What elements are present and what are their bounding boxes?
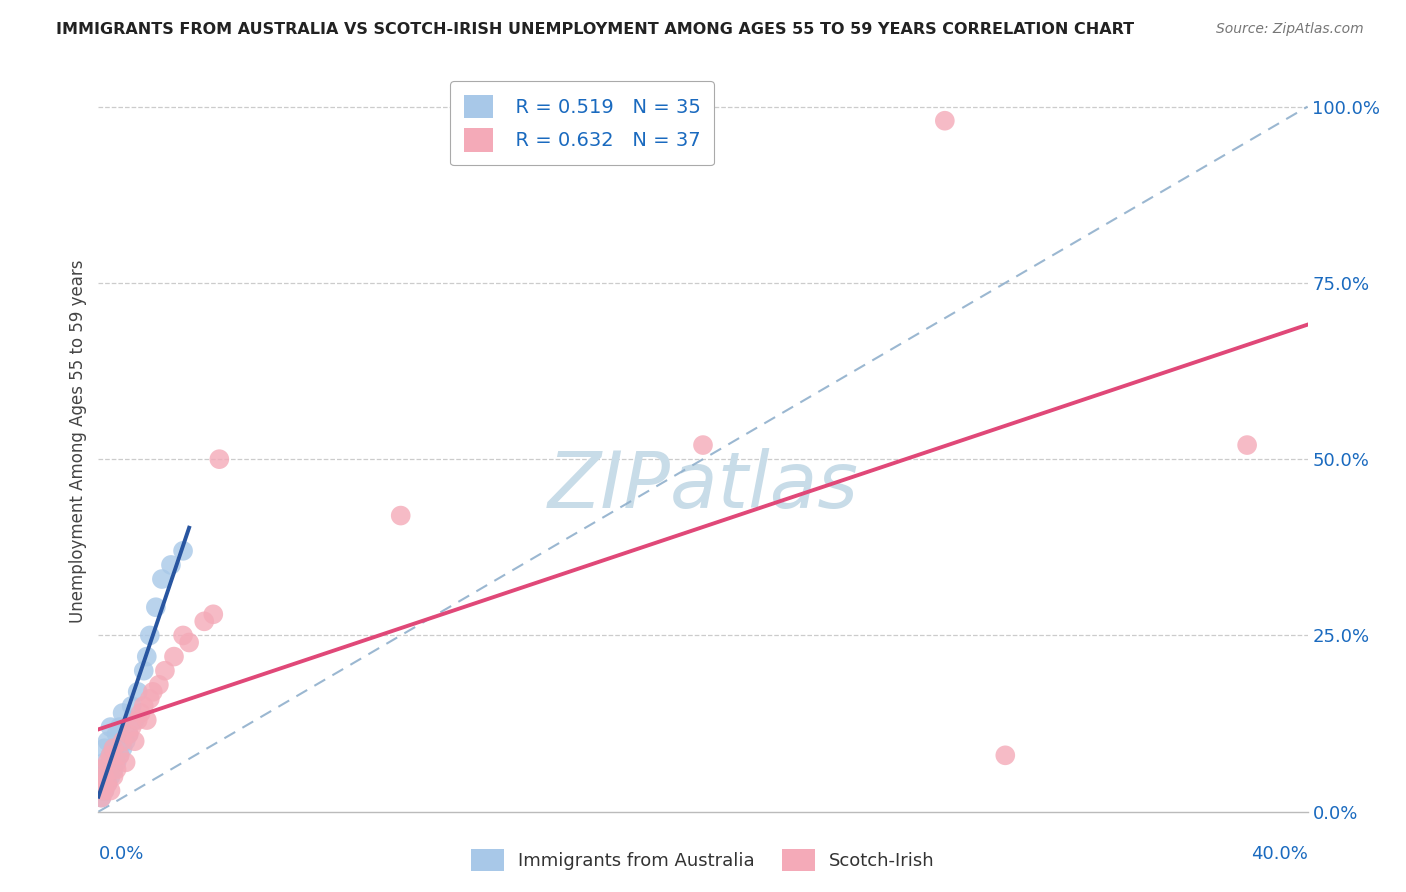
Text: IMMIGRANTS FROM AUSTRALIA VS SCOTCH-IRISH UNEMPLOYMENT AMONG AGES 55 TO 59 YEARS: IMMIGRANTS FROM AUSTRALIA VS SCOTCH-IRIS… (56, 22, 1135, 37)
Point (96, 776, 118, 790)
Point (160, 558, 183, 572)
Legend:   R = 0.519   N = 35,   R = 0.632   N = 37: R = 0.519 N = 35, R = 0.632 N = 37 (450, 81, 714, 166)
Point (103, 769, 125, 783)
Legend: Immigrants from Australia, Scotch-Irish: Immigrants from Australia, Scotch-Irish (464, 842, 942, 879)
Point (132, 664, 155, 678)
Point (114, 734, 136, 748)
Point (121, 698, 143, 713)
Point (105, 756, 128, 770)
Point (179, 635, 201, 649)
Point (124, 734, 146, 748)
Point (96, 776, 118, 790)
Point (127, 685, 149, 699)
Y-axis label: Unemployment Among Ages 55 to 59 years: Unemployment Among Ages 55 to 59 years (69, 260, 87, 624)
Point (118, 727, 141, 741)
Point (172, 544, 194, 558)
Point (193, 615, 215, 629)
Point (100, 748, 122, 763)
Text: ZIPatlas: ZIPatlas (547, 448, 859, 524)
Point (93, 783, 115, 797)
Point (90, 769, 112, 783)
Point (96, 763, 118, 777)
Point (90, 763, 112, 777)
Point (127, 713, 149, 727)
Text: Source: ZipAtlas.com: Source: ZipAtlas.com (1216, 22, 1364, 37)
Point (93, 756, 115, 770)
Text: 0.0%: 0.0% (98, 845, 143, 863)
Point (111, 734, 134, 748)
Point (150, 572, 173, 586)
Text: 40.0%: 40.0% (1251, 845, 1308, 863)
Point (90, 776, 112, 790)
Point (145, 600, 167, 615)
Point (108, 720, 131, 734)
Point (994, 748, 1017, 763)
Point (111, 706, 134, 720)
Point (148, 678, 170, 692)
Point (118, 727, 141, 741)
Point (105, 727, 128, 741)
Point (163, 649, 186, 664)
Point (90, 790, 112, 805)
Point (135, 713, 157, 727)
Point (93, 769, 115, 783)
Point (90, 790, 112, 805)
Point (103, 741, 125, 756)
Point (108, 748, 131, 763)
Point (124, 713, 146, 727)
Point (96, 756, 118, 770)
Point (208, 452, 231, 467)
Point (90, 763, 112, 777)
Point (100, 769, 122, 783)
Point (96, 734, 118, 748)
Point (135, 649, 157, 664)
Point (172, 628, 194, 642)
Point (108, 748, 131, 763)
Point (90, 776, 112, 790)
Point (103, 741, 125, 756)
Point (153, 664, 176, 678)
Point (93, 769, 115, 783)
Point (103, 763, 125, 777)
Point (93, 741, 115, 756)
Point (105, 763, 128, 777)
Point (121, 720, 143, 734)
Point (100, 748, 122, 763)
Point (142, 685, 165, 699)
Point (389, 508, 412, 523)
Point (90, 783, 112, 797)
Point (934, 113, 956, 128)
Point (93, 783, 115, 797)
Point (100, 720, 122, 734)
Point (114, 756, 136, 770)
Point (139, 692, 162, 706)
Point (132, 698, 155, 713)
Point (139, 628, 162, 642)
Point (1236, 438, 1258, 452)
Point (692, 438, 714, 452)
Point (100, 783, 122, 797)
Point (111, 741, 134, 756)
Point (129, 706, 152, 720)
Point (202, 607, 225, 622)
